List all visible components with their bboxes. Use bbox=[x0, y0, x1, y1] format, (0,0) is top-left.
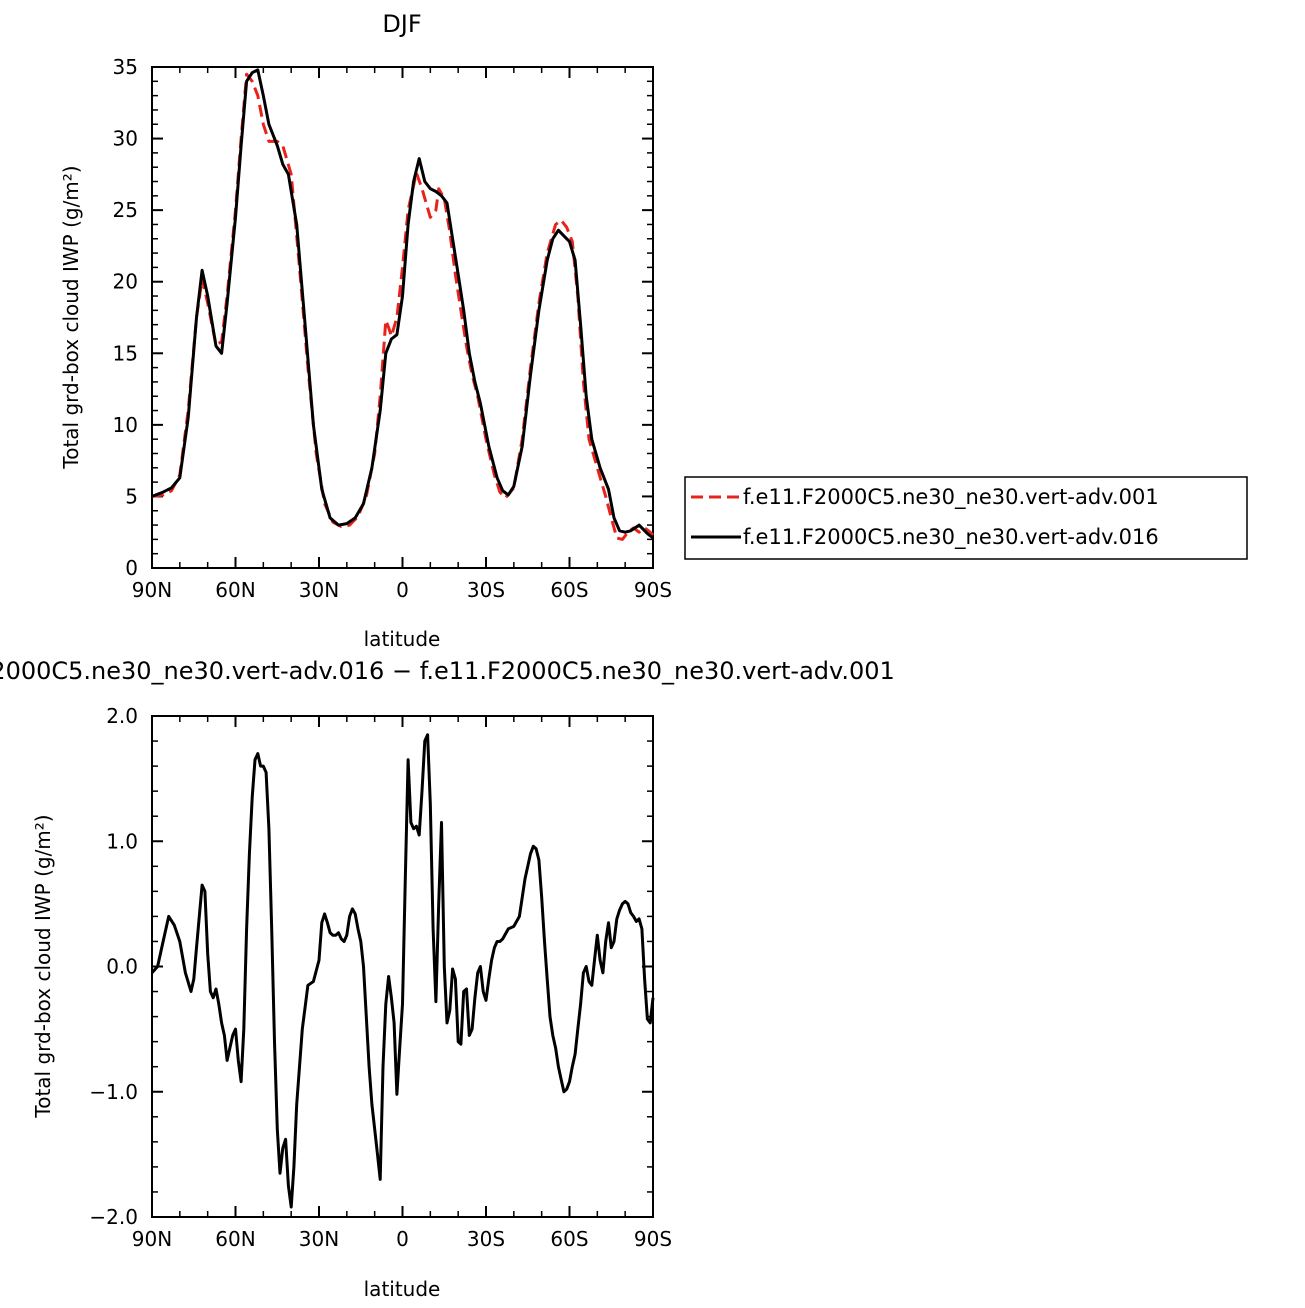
x-tick-label: 90N bbox=[132, 578, 172, 602]
x-tick-label: 90S bbox=[634, 1227, 672, 1251]
y-tick-label: −2.0 bbox=[89, 1205, 138, 1229]
x-tick-label: 60N bbox=[215, 578, 255, 602]
bottom-panel: f.e11.F2000C5.ne30_ne30.vert-adv.016 − f… bbox=[0, 657, 895, 1301]
x-tick-label: 0 bbox=[396, 578, 409, 602]
top-series-group bbox=[151, 68, 655, 541]
top-series-line-1 bbox=[151, 68, 654, 540]
legend-box bbox=[684, 476, 1248, 560]
y-tick-label: 0.0 bbox=[106, 955, 138, 979]
x-tick-label: 60N bbox=[215, 1227, 255, 1251]
x-tick-label: 90S bbox=[634, 578, 672, 602]
top-panel: DJF 90N 60N 30N 0 30S 60S 90S 0 5 10 15 20 25 30 35 la… bbox=[59, 10, 1248, 651]
top-y-axis-label: Total grd-box cloud IWP (g/m²) bbox=[59, 165, 83, 469]
y-tick-label: 15 bbox=[113, 341, 138, 365]
y-tick-label: 25 bbox=[113, 198, 138, 222]
x-tick-label: 60S bbox=[550, 1227, 588, 1251]
y-tick-label: 35 bbox=[113, 55, 138, 79]
y-tick-label: 0 bbox=[125, 556, 138, 580]
y-tick-label: 10 bbox=[113, 413, 138, 437]
top-x-axis-label: latitude bbox=[364, 627, 441, 651]
legend-label-vert-adv-001: f.e11.F2000C5.ne30_ne30.vert-adv.001 bbox=[743, 485, 1159, 510]
y-tick-label: −1.0 bbox=[89, 1080, 138, 1104]
y-tick-label: 5 bbox=[125, 484, 138, 508]
bottom-axis-ticks: 90N 60N 30N 0 30S 60S 90S −2.0 −1.0 0.0 1.0 2.0 bbox=[89, 704, 672, 1251]
x-tick-label: 0 bbox=[396, 1227, 409, 1251]
y-tick-label: 2.0 bbox=[106, 704, 138, 728]
bottom-series-group bbox=[150, 733, 655, 1209]
bottom-series-line-0 bbox=[150, 733, 655, 1209]
x-tick-label: 30N bbox=[299, 1227, 339, 1251]
bottom-plot-title: f.e11.F2000C5.ne30_ne30.vert-adv.016 − f… bbox=[0, 657, 895, 685]
y-tick-label: 20 bbox=[113, 270, 138, 294]
top-plot-title: DJF bbox=[382, 10, 421, 38]
y-tick-label: 1.0 bbox=[106, 829, 138, 853]
x-tick-label: 30S bbox=[467, 1227, 505, 1251]
legend: f.e11.F2000C5.ne30_ne30.vert-adv.001 f.e… bbox=[684, 476, 1248, 560]
bottom-x-axis-label: latitude bbox=[364, 1277, 441, 1301]
legend-label-vert-adv-016: f.e11.F2000C5.ne30_ne30.vert-adv.016 bbox=[743, 525, 1159, 550]
top-axis-ticks: 90N 60N 30N 0 30S 60S 90S 0 5 10 15 20 25 30 35 bbox=[113, 55, 673, 602]
x-tick-label: 30S bbox=[467, 578, 505, 602]
y-tick-label: 30 bbox=[113, 127, 138, 151]
x-tick-label: 90N bbox=[132, 1227, 172, 1251]
bottom-y-axis-label: Total grd-box cloud IWP (g/m²) bbox=[31, 814, 55, 1118]
x-tick-label: 60S bbox=[550, 578, 588, 602]
x-tick-label: 30N bbox=[299, 578, 339, 602]
